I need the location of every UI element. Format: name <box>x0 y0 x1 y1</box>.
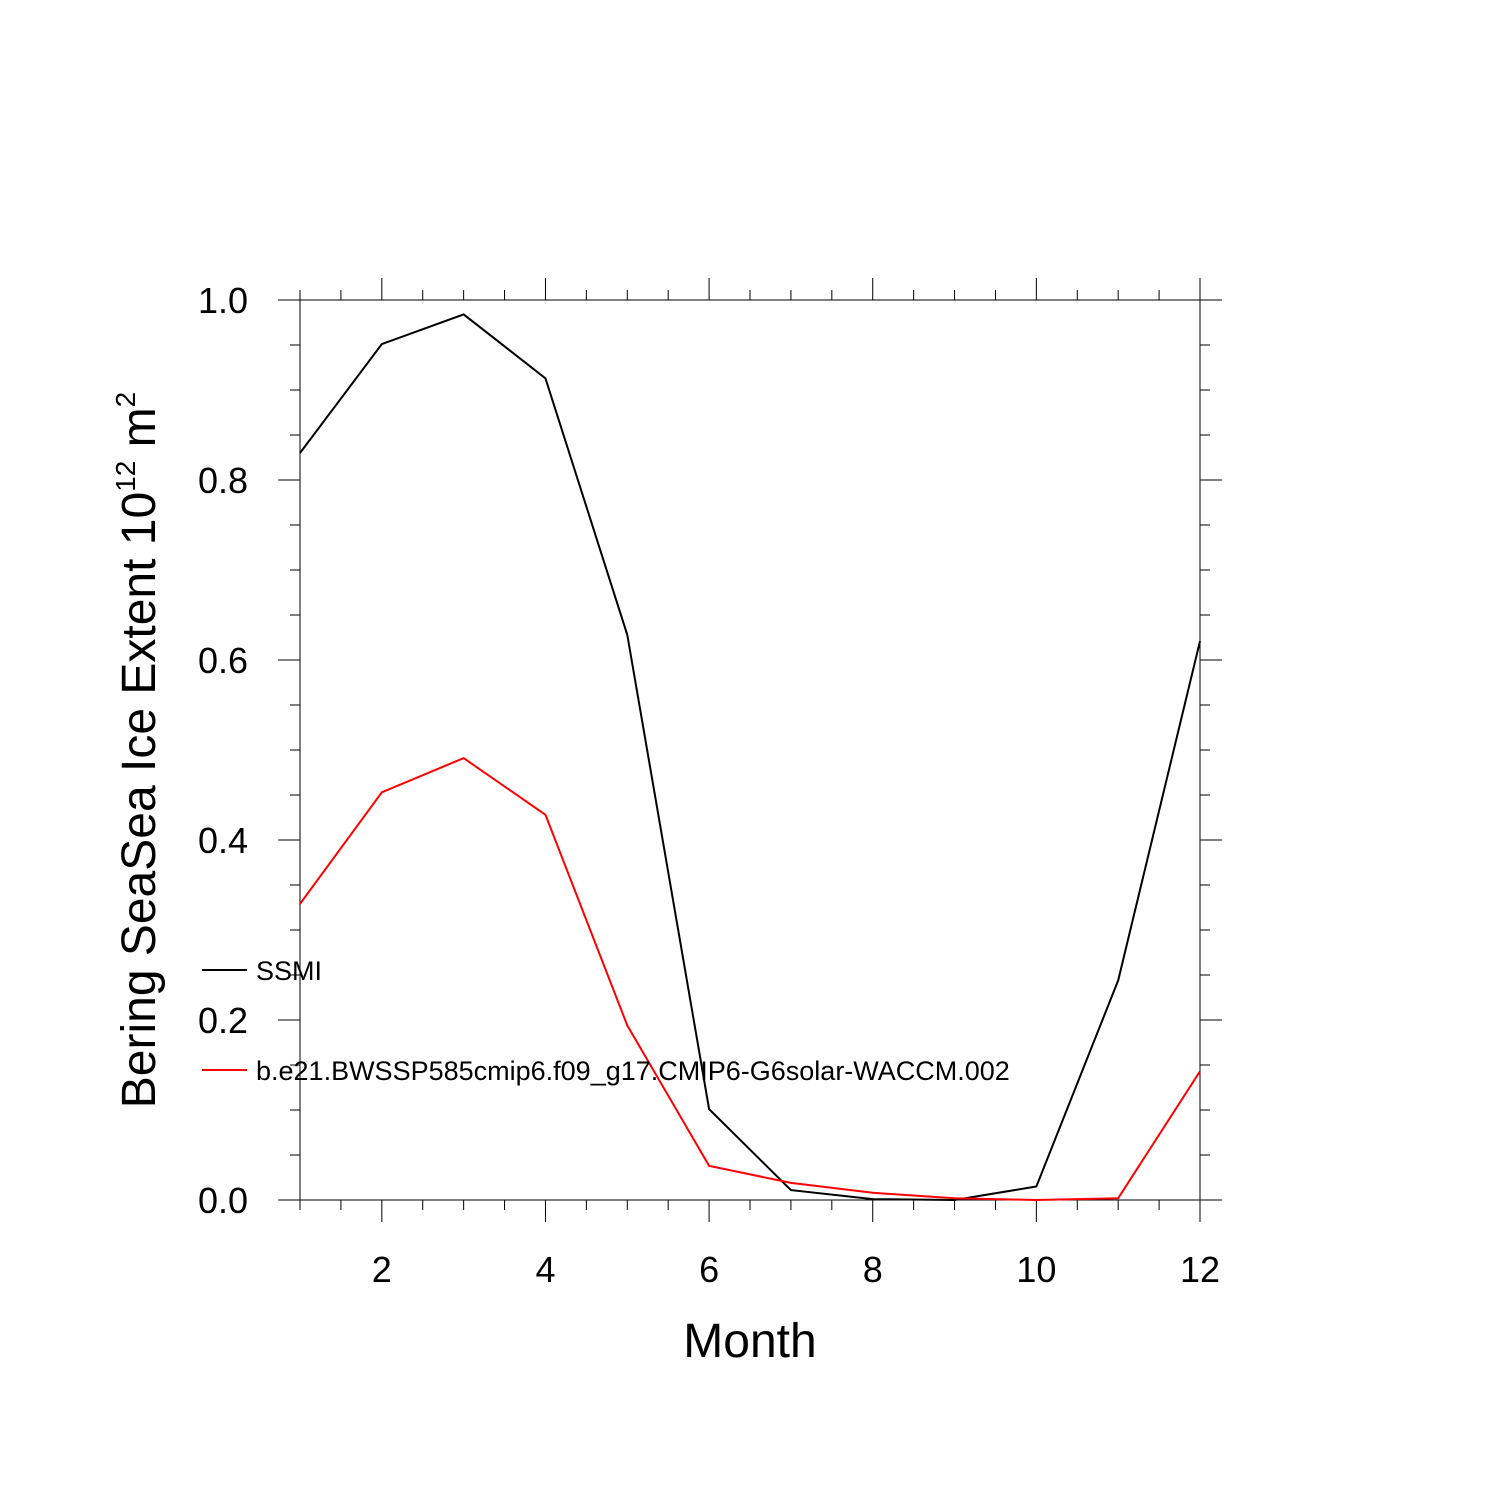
series-lines <box>299 313 1201 1202</box>
x-tick-label: 2 <box>372 1249 392 1290</box>
y-axis-title: Bering SeaSea Ice Extent 1012 m2 <box>110 392 166 1108</box>
x-tick-label: 6 <box>699 1249 719 1290</box>
axis-ticks <box>278 278 1222 1222</box>
x-tick-label: 8 <box>863 1249 883 1290</box>
y-tick-label: 0.6 <box>198 640 248 681</box>
x-tick-label: 10 <box>1016 1249 1056 1290</box>
x-tick-label: 12 <box>1180 1249 1220 1290</box>
tick-labels: 2 4 6 8 10 12 0.0 0.2 0.4 0.6 0.8 1.0 <box>198 280 1220 1290</box>
series-line-1 <box>299 313 1201 1202</box>
legend-label-1: SSMI <box>256 956 322 986</box>
y-axis-title-superscript-2: 2 <box>110 392 141 408</box>
y-tick-label: 0.2 <box>198 1000 248 1041</box>
y-tick-label: 0.0 <box>198 1180 248 1221</box>
y-tick-label: 0.8 <box>198 460 248 501</box>
x-tick-label: 4 <box>535 1249 555 1290</box>
plot-frame <box>299 299 1201 1201</box>
y-tick-label: 0.4 <box>198 820 248 861</box>
legend: SSMI b.e21.BWSSP585cmip6.f09_g17.CMIP6-G6… <box>202 956 1010 1086</box>
y-axis-title-main: Bering SeaSea Ice Extent 10 <box>113 492 166 1108</box>
y-axis-title-superscript-1: 12 <box>110 461 141 492</box>
x-axis-title: Month <box>683 1315 816 1368</box>
y-axis-title-unit: m <box>113 407 166 460</box>
series-line-2 <box>299 756 1201 1202</box>
legend-label-2: b.e21.BWSSP585cmip6.f09_g17.CMIP6-G6sola… <box>256 1056 1010 1086</box>
y-tick-label: 1.0 <box>198 280 248 321</box>
